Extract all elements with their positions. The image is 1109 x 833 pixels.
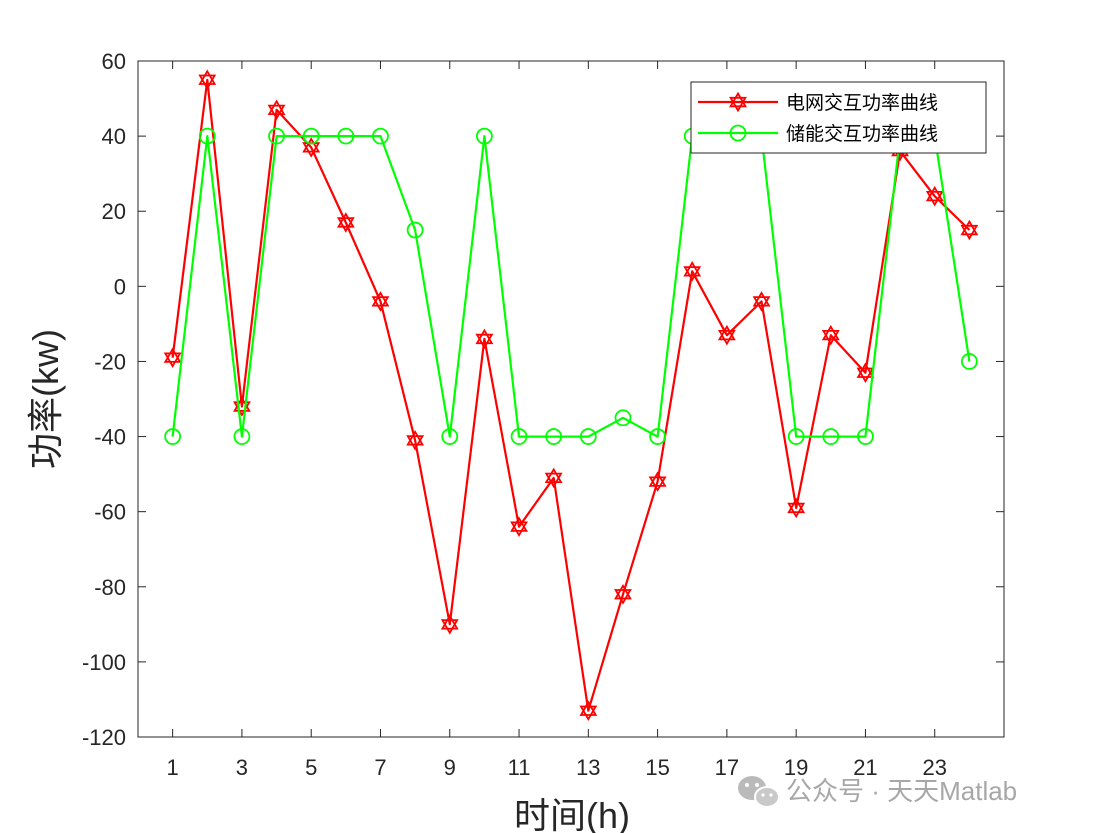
series-2-point: [233, 428, 251, 445]
series-1-point: [475, 328, 494, 350]
y-tick-label: -20: [94, 349, 126, 374]
y-tick-label: 60: [102, 49, 126, 74]
watermark: 公众号 · 天天Matlab: [738, 776, 1017, 808]
wechat-icon: [738, 776, 780, 808]
x-tick-label: 3: [236, 755, 248, 780]
series-2-point: [649, 428, 666, 445]
y-tick-label: -120: [82, 725, 126, 750]
series-2-point: [545, 428, 563, 445]
series-2-point: [960, 353, 978, 370]
series-1-point: [960, 219, 979, 241]
series-1-point: [198, 69, 217, 91]
x-tick-label: 7: [374, 755, 386, 780]
series-1-point: [336, 212, 355, 233]
series-1-point: [614, 584, 632, 605]
series-1-point: [579, 700, 598, 721]
series-2-point: [302, 127, 320, 145]
series-1-point: [406, 429, 425, 451]
series-2-point: [510, 428, 528, 445]
legend-label: 储能交互功率曲线: [786, 123, 938, 145]
series-1-point: [163, 347, 182, 369]
series-1-point: [683, 260, 702, 282]
legend-box: [690, 81, 987, 154]
watermark-text: 公众号 · 天天Matlab: [786, 776, 1017, 806]
series-1-point: [752, 291, 771, 312]
series-1-point: [925, 185, 944, 207]
series-2-point: [822, 428, 840, 445]
x-tick-label: 5: [305, 755, 317, 780]
x-tick-label: 21: [853, 755, 877, 780]
y-tick-label: -100: [82, 650, 126, 675]
plot-area: [138, 61, 1004, 737]
x-axis-label: 时间(h): [514, 795, 630, 833]
x-tick-label: 15: [645, 755, 669, 780]
series-2-point: [406, 221, 424, 239]
series-2-point: [579, 428, 597, 445]
series-1-point: [371, 291, 390, 312]
series-1-point: [648, 471, 667, 492]
y-tick-label: 40: [102, 124, 126, 149]
x-tick-label: 1: [167, 755, 179, 780]
series-1-point: [544, 467, 563, 489]
series-2-point: [337, 127, 355, 145]
series-1-point: [510, 516, 528, 538]
series-2-point: [787, 428, 805, 445]
series-1-point: [267, 99, 286, 121]
legend-swatch-marker: [729, 91, 747, 113]
y-tick-label: -40: [94, 425, 126, 450]
y-tick-label: -60: [94, 500, 126, 525]
x-axis-ticks: 1 3 5 7 9 11 13 15 17 19 21 23: [167, 61, 947, 780]
series-2-point: [268, 127, 285, 145]
axes-frame: [137, 60, 1005, 738]
series-1-point: [821, 324, 840, 346]
legend-swatch-marker: [729, 124, 747, 142]
x-tick-label: 11: [508, 755, 531, 780]
series-2-point: [857, 428, 874, 445]
y-tick-label: -80: [94, 575, 126, 600]
y-axis-ticks: 60 40 20 0 -20 -40 -60 -80 -100 -120: [82, 49, 1004, 750]
series-2-point: [614, 409, 632, 427]
legend-label: 电网交互功率曲线: [786, 92, 938, 114]
y-tick-label: 0: [114, 274, 126, 299]
series-2-point: [475, 127, 493, 145]
y-axis-label: 功率(kw): [25, 329, 66, 469]
series-1-point: [717, 324, 736, 346]
series-2-point: [198, 127, 216, 145]
series-2-point: [441, 428, 459, 445]
series-1-point: [856, 362, 875, 383]
y-tick-label: 20: [102, 199, 126, 224]
series-2-point: [372, 127, 389, 145]
x-tick-label: 13: [576, 755, 600, 780]
x-tick-label: 19: [784, 755, 808, 780]
x-tick-label: 17: [715, 755, 739, 780]
series-1-point: [440, 613, 459, 635]
series-1-point: [787, 497, 806, 519]
x-tick-label: 23: [922, 755, 946, 780]
x-tick-label: 9: [444, 755, 456, 780]
series-2-point: [164, 428, 182, 445]
series-2-line: [171, 135, 971, 438]
